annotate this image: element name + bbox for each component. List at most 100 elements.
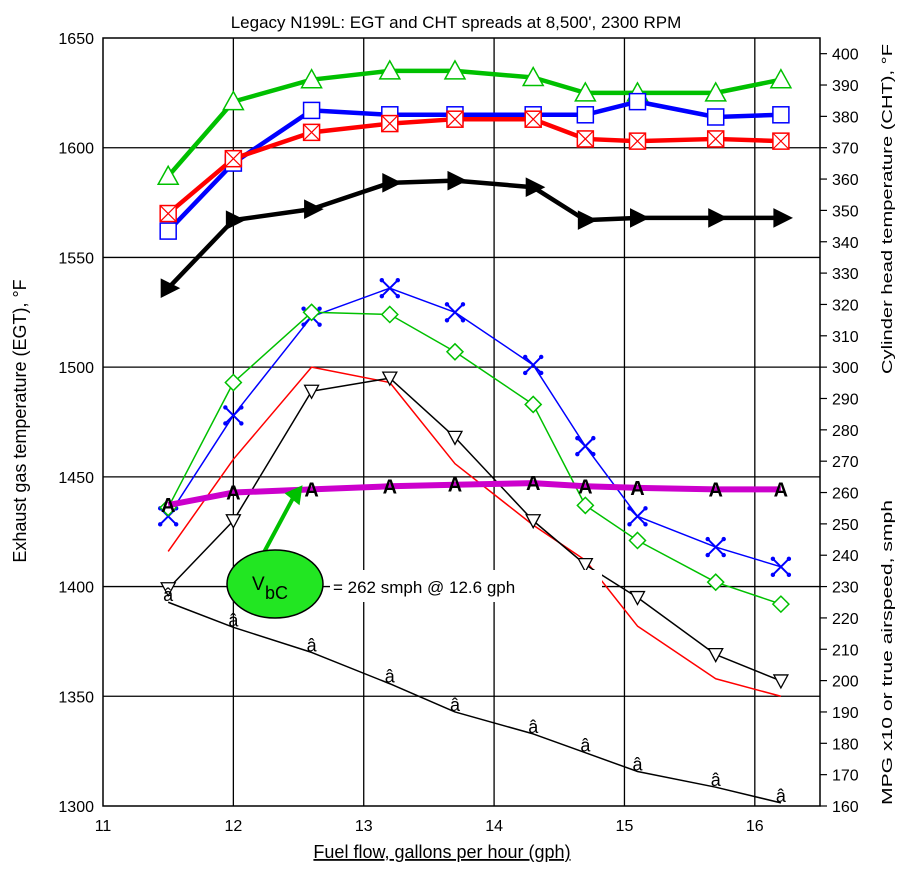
data-point [705,536,726,558]
annotation-arrow-head [284,485,303,506]
marker-diamond [380,305,399,324]
y-right-tick-label: 210 [832,642,859,659]
y-left-tick-label: 1450 [58,470,94,487]
marker-x-end [643,522,648,527]
marker-glyph: A [526,473,540,495]
marker-square [159,222,177,240]
marker-x-end [460,318,466,323]
y-right-tick-label: 350 [832,203,859,220]
y-right-tick-label: 160 [832,799,859,816]
data-point: â [776,786,787,806]
data-point [303,384,320,400]
data-point: A [774,479,788,501]
data-point [575,435,596,457]
data-point [577,557,594,573]
marker-square [628,92,647,111]
x-axis-label: Fuel flow, gallons per hour (gph) [313,842,570,862]
y-right-axis-label-bottom: MPG x10 or true airspeed, smph [879,500,896,805]
marker-x-end [173,522,179,527]
marker-x-end [317,306,322,311]
marker-x-stroke [707,538,725,556]
data-point [224,149,243,168]
marker-square [772,106,790,124]
data-point [629,208,650,228]
data-point [704,81,727,102]
egt-series-line [167,287,782,568]
data-point [706,108,725,126]
marker-glyph: â [580,736,591,756]
data-point [381,371,398,387]
marker-glyph: â [228,610,239,630]
marker-glyph: A [226,483,240,505]
marker-x-end [721,552,726,558]
marker-triangle-right [160,278,181,298]
marker-x-end [301,322,306,327]
marker-x-stroke [159,205,177,222]
marker-x-stroke [446,303,464,321]
marker-x-end [770,556,776,562]
data-point: A [226,483,240,505]
y-right-tick-label: 320 [832,297,859,314]
y-right-tick-label: 340 [832,235,859,252]
data-point: A [383,476,397,498]
marker-x-end [379,293,384,299]
marker-x-stroke [772,558,790,576]
data-point [772,674,789,690]
x-tick-label: 16 [746,818,764,835]
marker-x-end [575,451,580,457]
data-point: A [708,479,722,501]
x-tick-label: 13 [355,818,373,835]
airspeed-series-line [167,480,781,509]
egt-series-line [167,377,782,682]
marker-diamond [445,342,465,361]
data-point: A [630,478,644,500]
data-point [159,222,177,240]
data-point [300,68,323,89]
x-tick-label: 12 [224,818,242,835]
x-tick-label: 14 [485,818,503,835]
marker-glyph: A [630,478,644,500]
data-point [706,130,725,148]
y-left-tick-label: 1650 [58,31,94,48]
data-point [160,582,177,598]
marker-x-end [539,354,544,360]
marker-x-end [239,405,244,410]
marker-diamond [524,395,543,414]
data-point [379,277,400,299]
marker-glyph: A [304,479,318,501]
marker-triangle-up [574,81,597,102]
cht-series-line [166,178,781,290]
marker-x-end [444,302,450,307]
data-point [628,92,647,111]
data-point [629,590,646,606]
marker-triangle-up [300,68,323,89]
marker-triangle-right [525,177,546,198]
marker-triangle-up [443,59,467,80]
data-point: â [580,736,591,756]
annotation-text: = 262 smph @ 12.6 gph [333,578,515,597]
marker-glyph: â [307,635,318,655]
marker-glyph: A [774,479,788,501]
y-right-tick-label: 220 [832,611,859,628]
data-point [521,65,545,87]
data-point [524,110,542,128]
data-point [225,514,242,530]
data-point [156,164,180,185]
marker-triangle-right [304,199,324,219]
data-point: â [307,635,318,655]
marker-diamond [706,573,725,592]
data-point [223,405,244,426]
data-point: A [448,475,462,497]
y-left-tick-label: 1300 [58,799,94,816]
data-point [772,132,790,150]
data-point [446,110,464,128]
marker-triangle-down [525,514,542,530]
data-point [304,199,324,219]
y-right-tick-label: 200 [832,674,859,691]
x-tick-label: 15 [616,818,634,835]
data-point: â [385,667,396,687]
marker-x-end [627,506,632,511]
marker-square [576,106,595,124]
data-point: â [711,770,722,790]
